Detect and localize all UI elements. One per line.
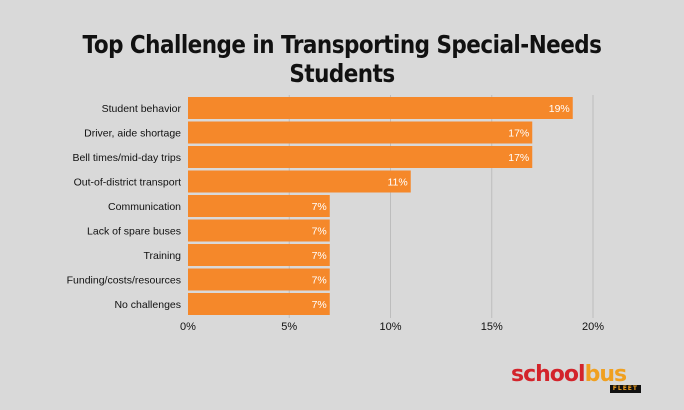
value-label: 7%	[312, 275, 327, 287]
category-label: Communication	[108, 201, 181, 213]
category-label: Funding/costs/resources	[67, 275, 181, 287]
value-label: 7%	[312, 250, 327, 262]
x-tick-label: 0%	[180, 321, 196, 333]
logo-subtext: FLEET	[609, 385, 641, 393]
bar	[188, 244, 330, 266]
value-label: 17%	[508, 128, 529, 140]
category-label: Driver, aide shortage	[84, 128, 181, 140]
value-label: 7%	[312, 299, 327, 311]
x-tick-label: 15%	[481, 321, 503, 333]
value-label: 17%	[508, 152, 529, 164]
bar	[188, 195, 330, 217]
category-label: Student behavior	[102, 103, 182, 115]
category-label: No challenges	[114, 299, 181, 311]
bar	[188, 146, 533, 168]
chart-title: Top Challenge in Transporting Special-Ne…	[82, 30, 602, 88]
category-label: Lack of spare buses	[87, 226, 181, 238]
value-label: 19%	[549, 103, 570, 115]
x-tick-label: 20%	[582, 321, 604, 333]
value-label: 7%	[312, 201, 327, 213]
bar	[188, 97, 573, 119]
category-label: Out-of-district transport	[74, 177, 181, 189]
category-label: Training	[143, 250, 181, 262]
bar	[188, 121, 533, 144]
bar	[188, 293, 330, 315]
category-label: Bell times/mid-day trips	[72, 152, 181, 164]
x-tick-label: 10%	[379, 321, 401, 333]
value-label: 7%	[312, 226, 327, 238]
schoolbus-fleet-logo: schoolbus FLEET	[511, 364, 647, 398]
bar	[188, 219, 330, 242]
logo-wordmark: schoolbus	[511, 362, 627, 387]
bar	[188, 268, 330, 291]
bar	[188, 170, 411, 193]
x-tick-label: 5%	[281, 321, 297, 333]
value-label: 11%	[388, 177, 408, 189]
